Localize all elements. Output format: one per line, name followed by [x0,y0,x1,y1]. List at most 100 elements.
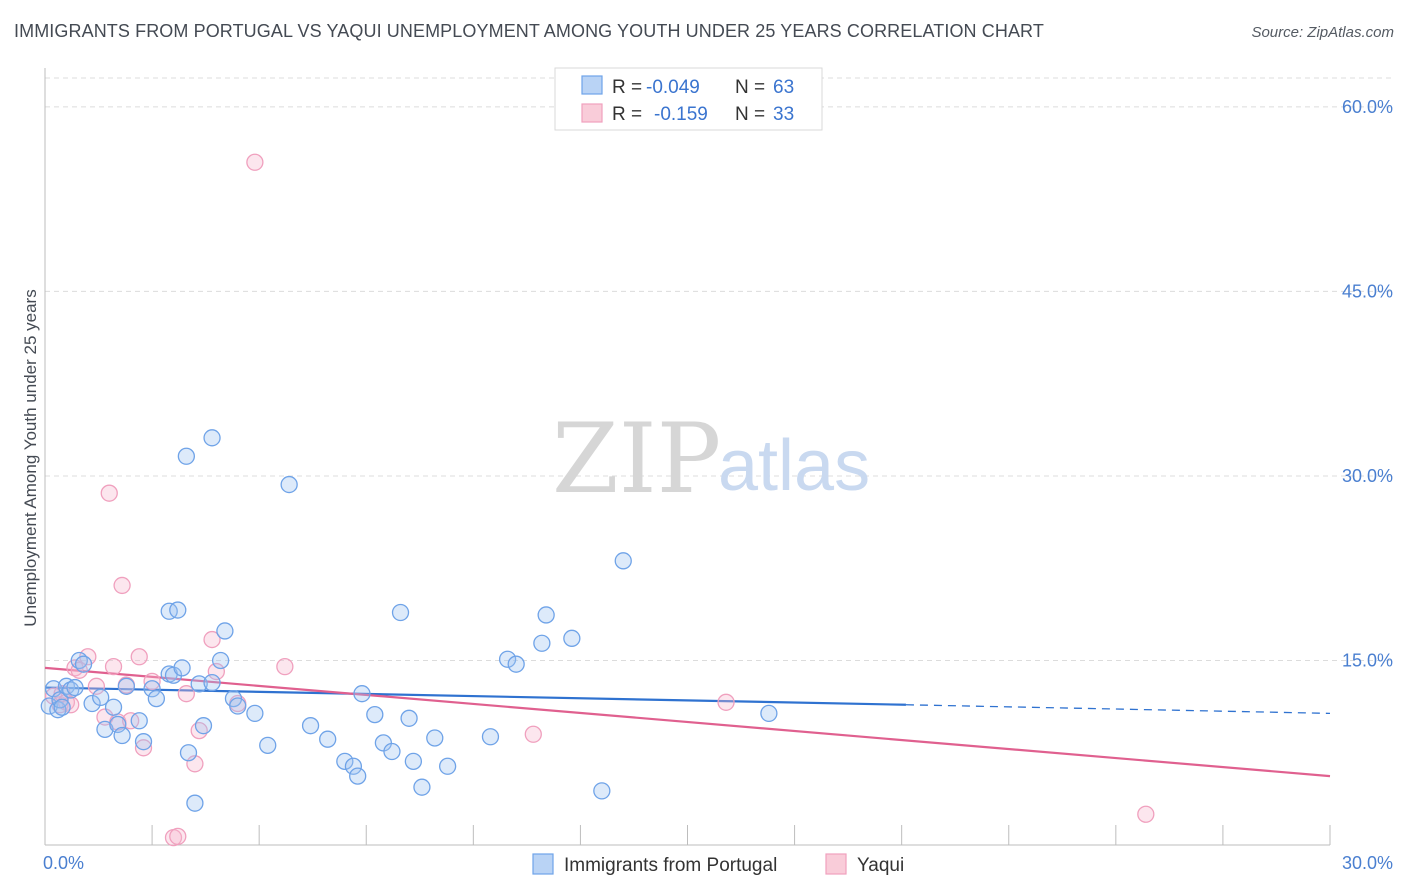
yaqui-point [177,685,196,703]
portugal-point [537,606,555,624]
portugal-point [186,794,204,812]
y-tick-label: 30.0% [1342,466,1393,486]
legend-r-value-yaqui: -0.159 [654,104,708,125]
yaqui-point [134,739,153,757]
x-tick-label: 30.0% [1342,853,1393,873]
portugal-point [413,778,431,796]
watermark: ZIP atlas [552,403,870,515]
portugal-point [173,659,191,677]
legend-r-label-yaqui: R = [612,104,642,125]
portugal-point [190,675,208,693]
tick-labels: 15.0% 30.0% 45.0% 60.0% 0.0% 30.0% [43,97,1393,873]
portugal-point [211,651,230,670]
portugal-point [349,767,367,785]
yaqui-point [169,827,187,846]
watermark-zip-text: ZIP [552,403,721,515]
portugal-point [246,704,264,723]
portugal-trend-extension [905,704,1331,715]
bottom-legend-label-portugal: Immigrants from Portugal [564,855,777,876]
trend-lines [44,666,1331,778]
y-axis-label: Unemployment Among Youth under 25 years [21,289,40,626]
portugal-point [96,720,114,739]
portugal-point [404,752,423,770]
legend-n-label-portugal: N = [735,77,765,98]
correlation-legend: R = -0.049 N = 63 R = -0.159 N = 33 [554,67,823,131]
portugal-point [400,709,418,727]
portugal-point [143,680,161,698]
yaqui-point [717,693,735,711]
portugal-point [83,694,101,713]
bottom-legend-label-yaqui: Yaqui [857,855,904,876]
portugal-point [104,698,123,716]
portugal-point [179,744,198,762]
y-tick-label: 15.0% [1342,650,1393,670]
portugal-point [760,704,778,723]
portugal-point [130,712,148,730]
chart-title: IMMIGRANTS FROM PORTUGAL VS YAQUI UNEMPL… [14,21,1044,41]
portugal-point [177,447,196,465]
yaqui-point [104,657,123,676]
legend-n-label-yaqui: N = [735,104,765,125]
legend-swatch-yaqui [581,103,603,123]
source-label: Source: ZipAtlas.com [1251,24,1394,41]
axes [44,68,1331,846]
portugal-point [507,655,525,673]
portugal-point [203,673,221,692]
yaqui-trend-line [44,666,1331,778]
portugal-point [438,757,457,775]
y-tick-label: 45.0% [1342,281,1393,301]
legend-r-value-portugal: -0.049 [646,77,700,98]
y-tick-label: 60.0% [1342,97,1393,117]
portugal-point [109,715,127,734]
portugal-point [563,629,581,647]
portugal-point [280,475,298,494]
portugal-point [391,603,410,622]
legend-r-label-portugal: R = [612,77,642,98]
yaqui-point [1137,805,1155,823]
portugal-point [383,742,401,761]
yaqui-point [130,648,148,666]
legend-n-value-yaqui: 33 [773,104,794,125]
yaqui-point [207,662,225,681]
portugal-trend-line [44,686,906,706]
portugal-point [366,705,384,724]
bottom-legend-swatch-yaqui [825,853,847,875]
portugal-point [319,730,337,748]
portugal-point [259,736,277,755]
portugal-point [134,733,153,751]
legend-n-value-portugal: 63 [773,77,794,98]
portugal-point [203,429,221,447]
portugal-point [216,622,234,640]
portugal-point [336,752,354,770]
portugal-point [53,698,71,716]
yaqui-point [113,576,131,595]
legend-swatch-portugal [581,75,603,95]
portugal-point [229,697,247,715]
portugal-point [40,697,58,715]
portugal-point [160,602,178,620]
x-tick-label: 0.0% [43,853,84,873]
portugal-point [117,677,136,695]
yaqui-point [246,153,264,171]
portugal-point [113,726,131,745]
portugal-point [92,688,110,707]
portugal-point [66,678,84,697]
portugal-point [147,689,166,708]
portugal-point [498,650,517,668]
portugal-point [344,757,363,775]
bottom-legend-swatch-portugal [532,853,554,875]
watermark-atlas-text: atlas [718,426,870,506]
portugal-point [533,634,551,652]
portugal-point [301,717,320,735]
portugal-point [74,655,93,673]
portugal-point [481,728,500,746]
portugal-point [169,601,187,619]
portugal-point [353,685,371,703]
yaqui-point [87,677,106,695]
series-legend: Immigrants from Portugal Yaqui [532,853,904,876]
portugal-point [593,782,611,800]
portugal-point [194,717,213,735]
yaqui-point [524,725,542,743]
yaqui-point [203,630,221,649]
